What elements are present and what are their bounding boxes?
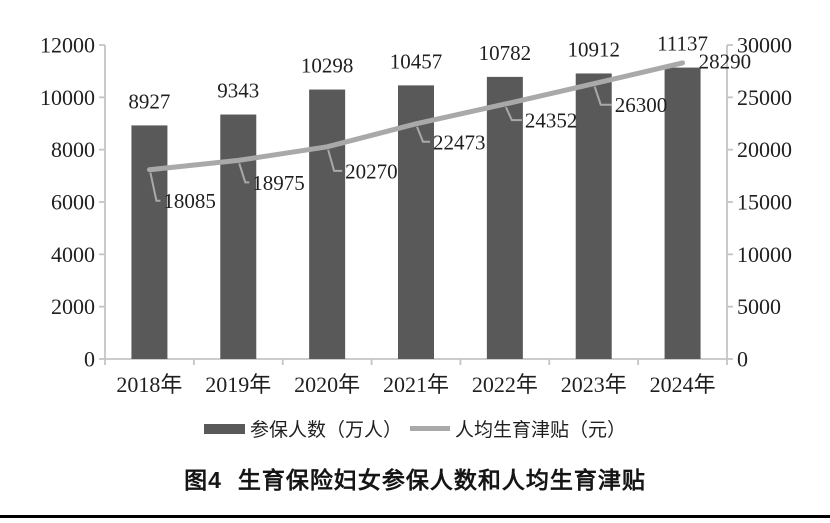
svg-text:0: 0 [737,347,748,372]
svg-text:2023年: 2023年 [561,372,627,397]
svg-text:10457: 10457 [390,49,443,73]
bar-2019年 [220,114,257,359]
svg-text:2022年: 2022年 [472,372,538,397]
svg-text:10912: 10912 [567,37,620,61]
bar-value-labels: 8927 9343 10298 10457 10782 10912 11137 [128,32,708,114]
svg-text:2018年: 2018年 [116,372,182,397]
svg-text:8927: 8927 [128,89,170,113]
bar-2020年 [309,89,346,359]
legend-line-swatch [410,426,450,431]
bar-2022年 [486,76,523,359]
caption-label: 图4 [184,467,222,493]
svg-text:28290: 28290 [699,49,752,73]
svg-text:2021年: 2021年 [383,372,449,397]
bar-2024年 [664,67,701,359]
svg-text:0: 0 [84,347,95,372]
svg-text:6000: 6000 [51,190,95,215]
svg-text:12000: 12000 [40,33,95,58]
svg-text:10000: 10000 [737,242,792,267]
svg-text:18975: 18975 [252,171,304,195]
bar-2023年 [575,73,612,359]
svg-text:15000: 15000 [737,190,792,215]
legend-line-label: 人均生育津贴（元） [455,420,627,441]
svg-text:10000: 10000 [40,85,95,110]
left-axis-labels: 0 2000 4000 6000 8000 10000 12000 [40,33,105,372]
svg-text:8000: 8000 [51,137,95,162]
svg-text:2020年: 2020年 [294,372,360,397]
bars-series [131,67,701,360]
x-axis-labels: 2018年 2019年 2020年 2021年 2022年 2023年 2024年 [104,359,728,397]
svg-text:30000: 30000 [737,33,792,58]
svg-text:2000: 2000 [51,294,95,319]
svg-text:25000: 25000 [737,85,792,110]
svg-text:18085: 18085 [163,189,216,213]
line-series [146,60,686,173]
caption-title: 生育保险妇女参保人数和人均生育津贴 [237,467,646,493]
line-value-labels: 18085 18975 20270 22473 24352 26300 28290 [149,49,752,213]
svg-text:11137: 11137 [657,32,708,56]
svg-text:20270: 20270 [345,159,398,183]
svg-text:4000: 4000 [51,242,95,267]
svg-text:9343: 9343 [217,79,259,103]
bar-2021年 [398,85,434,359]
figure-caption: 图4 生育保险妇女参保人数和人均生育津贴 [0,464,830,496]
svg-text:20000: 20000 [737,137,792,162]
svg-text:10782: 10782 [479,41,532,65]
svg-text:24352: 24352 [525,109,578,133]
legend-bar-label: 参保人数（万人） [249,420,402,441]
svg-text:26300: 26300 [615,93,668,117]
bottom-rule [0,515,830,518]
svg-text:22473: 22473 [433,130,486,154]
svg-text:2024年: 2024年 [650,372,716,397]
right-axis-labels: 0 5000 10000 15000 20000 25000 30000 [727,33,792,372]
svg-text:5000: 5000 [737,294,781,319]
bar-2018年 [131,125,168,360]
legend: 参保人数（万人） 人均生育津贴（元） [0,415,830,442]
chart-canvas: 0 2000 4000 6000 8000 10000 12000 0 5000 10000 150… [40,32,792,397]
legend-bar-swatch [203,423,245,434]
svg-text:10298: 10298 [301,54,354,78]
svg-text:2019年: 2019年 [205,372,271,397]
